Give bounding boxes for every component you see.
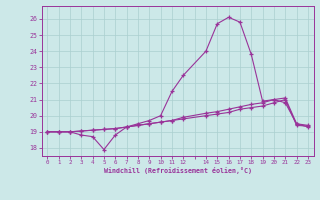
X-axis label: Windchill (Refroidissement éolien,°C): Windchill (Refroidissement éolien,°C) (104, 167, 252, 174)
